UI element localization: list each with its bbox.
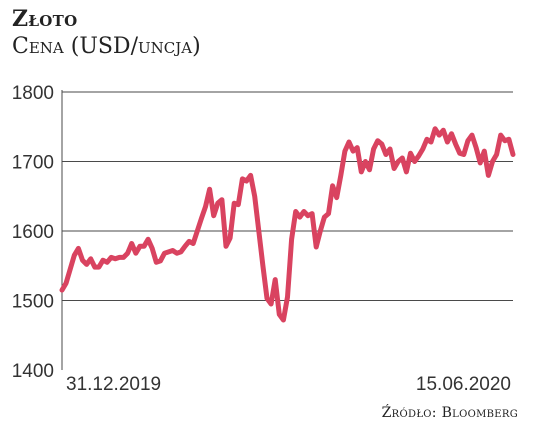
y-tick-label: 1700: [12, 153, 54, 174]
y-tick-label: 1400: [12, 361, 54, 382]
y-tick-label: 1800: [12, 83, 54, 104]
x-tick-label-start: 31.12.2019: [66, 374, 161, 395]
x-tick-label-end: 15.06.2020: [416, 374, 511, 395]
y-tick-label: 1500: [12, 292, 54, 313]
source-note: Źródło: Bloomberg: [381, 405, 518, 421]
chart-title: Złoto: [12, 6, 78, 32]
chart-subtitle: Cena (USD/uncja): [12, 34, 201, 59]
x-tick-labels: 31.12.2019 15.06.2020: [66, 374, 511, 395]
y-tick-label: 1600: [12, 222, 54, 243]
y-tick-labels: 1400 1500 1600 1700 1800: [12, 83, 54, 382]
series-group: [59, 126, 516, 323]
gold-price-line: [59, 126, 516, 323]
